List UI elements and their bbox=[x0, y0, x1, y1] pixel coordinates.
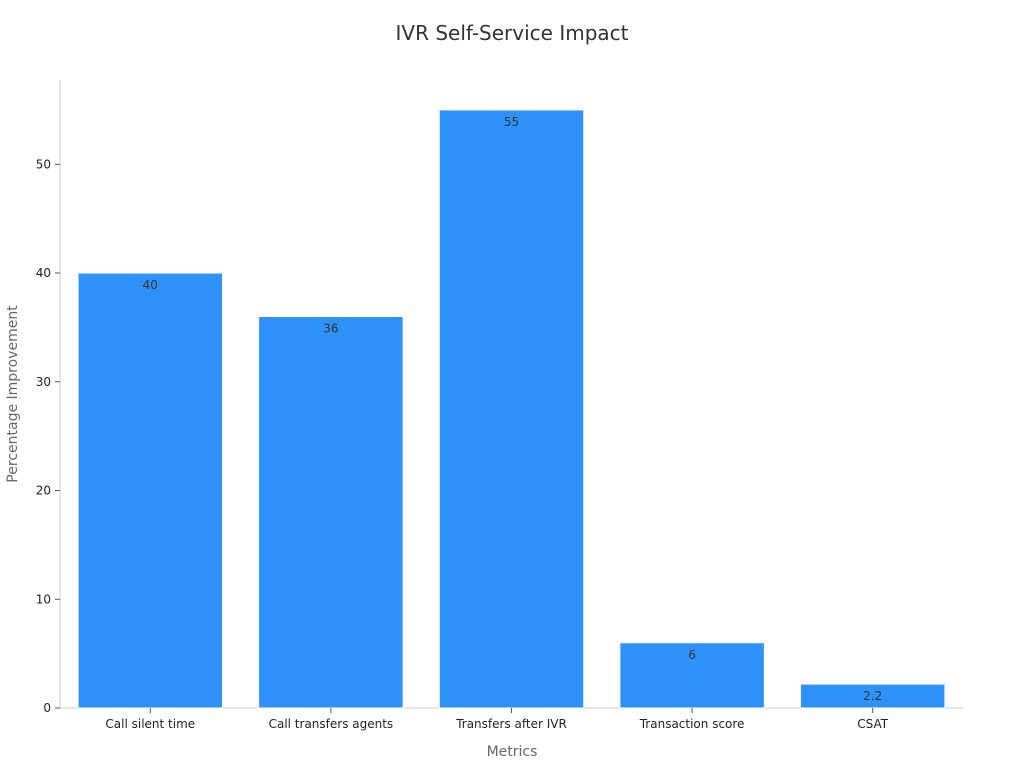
value-labels: 40 36 55 6 2.2 bbox=[143, 115, 883, 703]
bar-value-label: 6 bbox=[688, 648, 696, 662]
bar-value-label: 2.2 bbox=[863, 689, 882, 703]
y-tick-label: 50 bbox=[36, 157, 51, 171]
x-axis-label: Metrics bbox=[487, 744, 538, 760]
bar bbox=[77, 272, 224, 709]
x-tick-label: Transfers after IVR bbox=[455, 717, 567, 731]
bar-value-label: 55 bbox=[504, 115, 519, 129]
bars bbox=[77, 109, 946, 709]
x-axis-ticks: Call silent time Call transfers agents Tra… bbox=[105, 708, 889, 731]
x-tick-label: CSAT bbox=[857, 717, 888, 731]
bar bbox=[438, 109, 585, 709]
bar-value-label: 36 bbox=[323, 322, 338, 336]
bar bbox=[258, 316, 404, 709]
y-axis-ticks: 0 10 20 30 40 50 bbox=[36, 157, 60, 715]
bar bbox=[619, 642, 765, 709]
x-tick-label: Call transfers agents bbox=[269, 717, 394, 731]
bar-value-label: 40 bbox=[143, 278, 158, 292]
y-axis-label: Percentage Improvement bbox=[5, 305, 21, 483]
x-tick-label: Transaction score bbox=[639, 717, 745, 731]
chart-title: IVR Self-Service Impact bbox=[396, 21, 629, 45]
y-tick-label: 20 bbox=[36, 484, 51, 498]
y-tick-label: 10 bbox=[36, 592, 51, 606]
y-tick-label: 40 bbox=[36, 266, 51, 280]
y-tick-label: 30 bbox=[36, 375, 51, 389]
x-tick-label: Call silent time bbox=[105, 717, 195, 731]
y-tick-label: 0 bbox=[43, 701, 51, 715]
